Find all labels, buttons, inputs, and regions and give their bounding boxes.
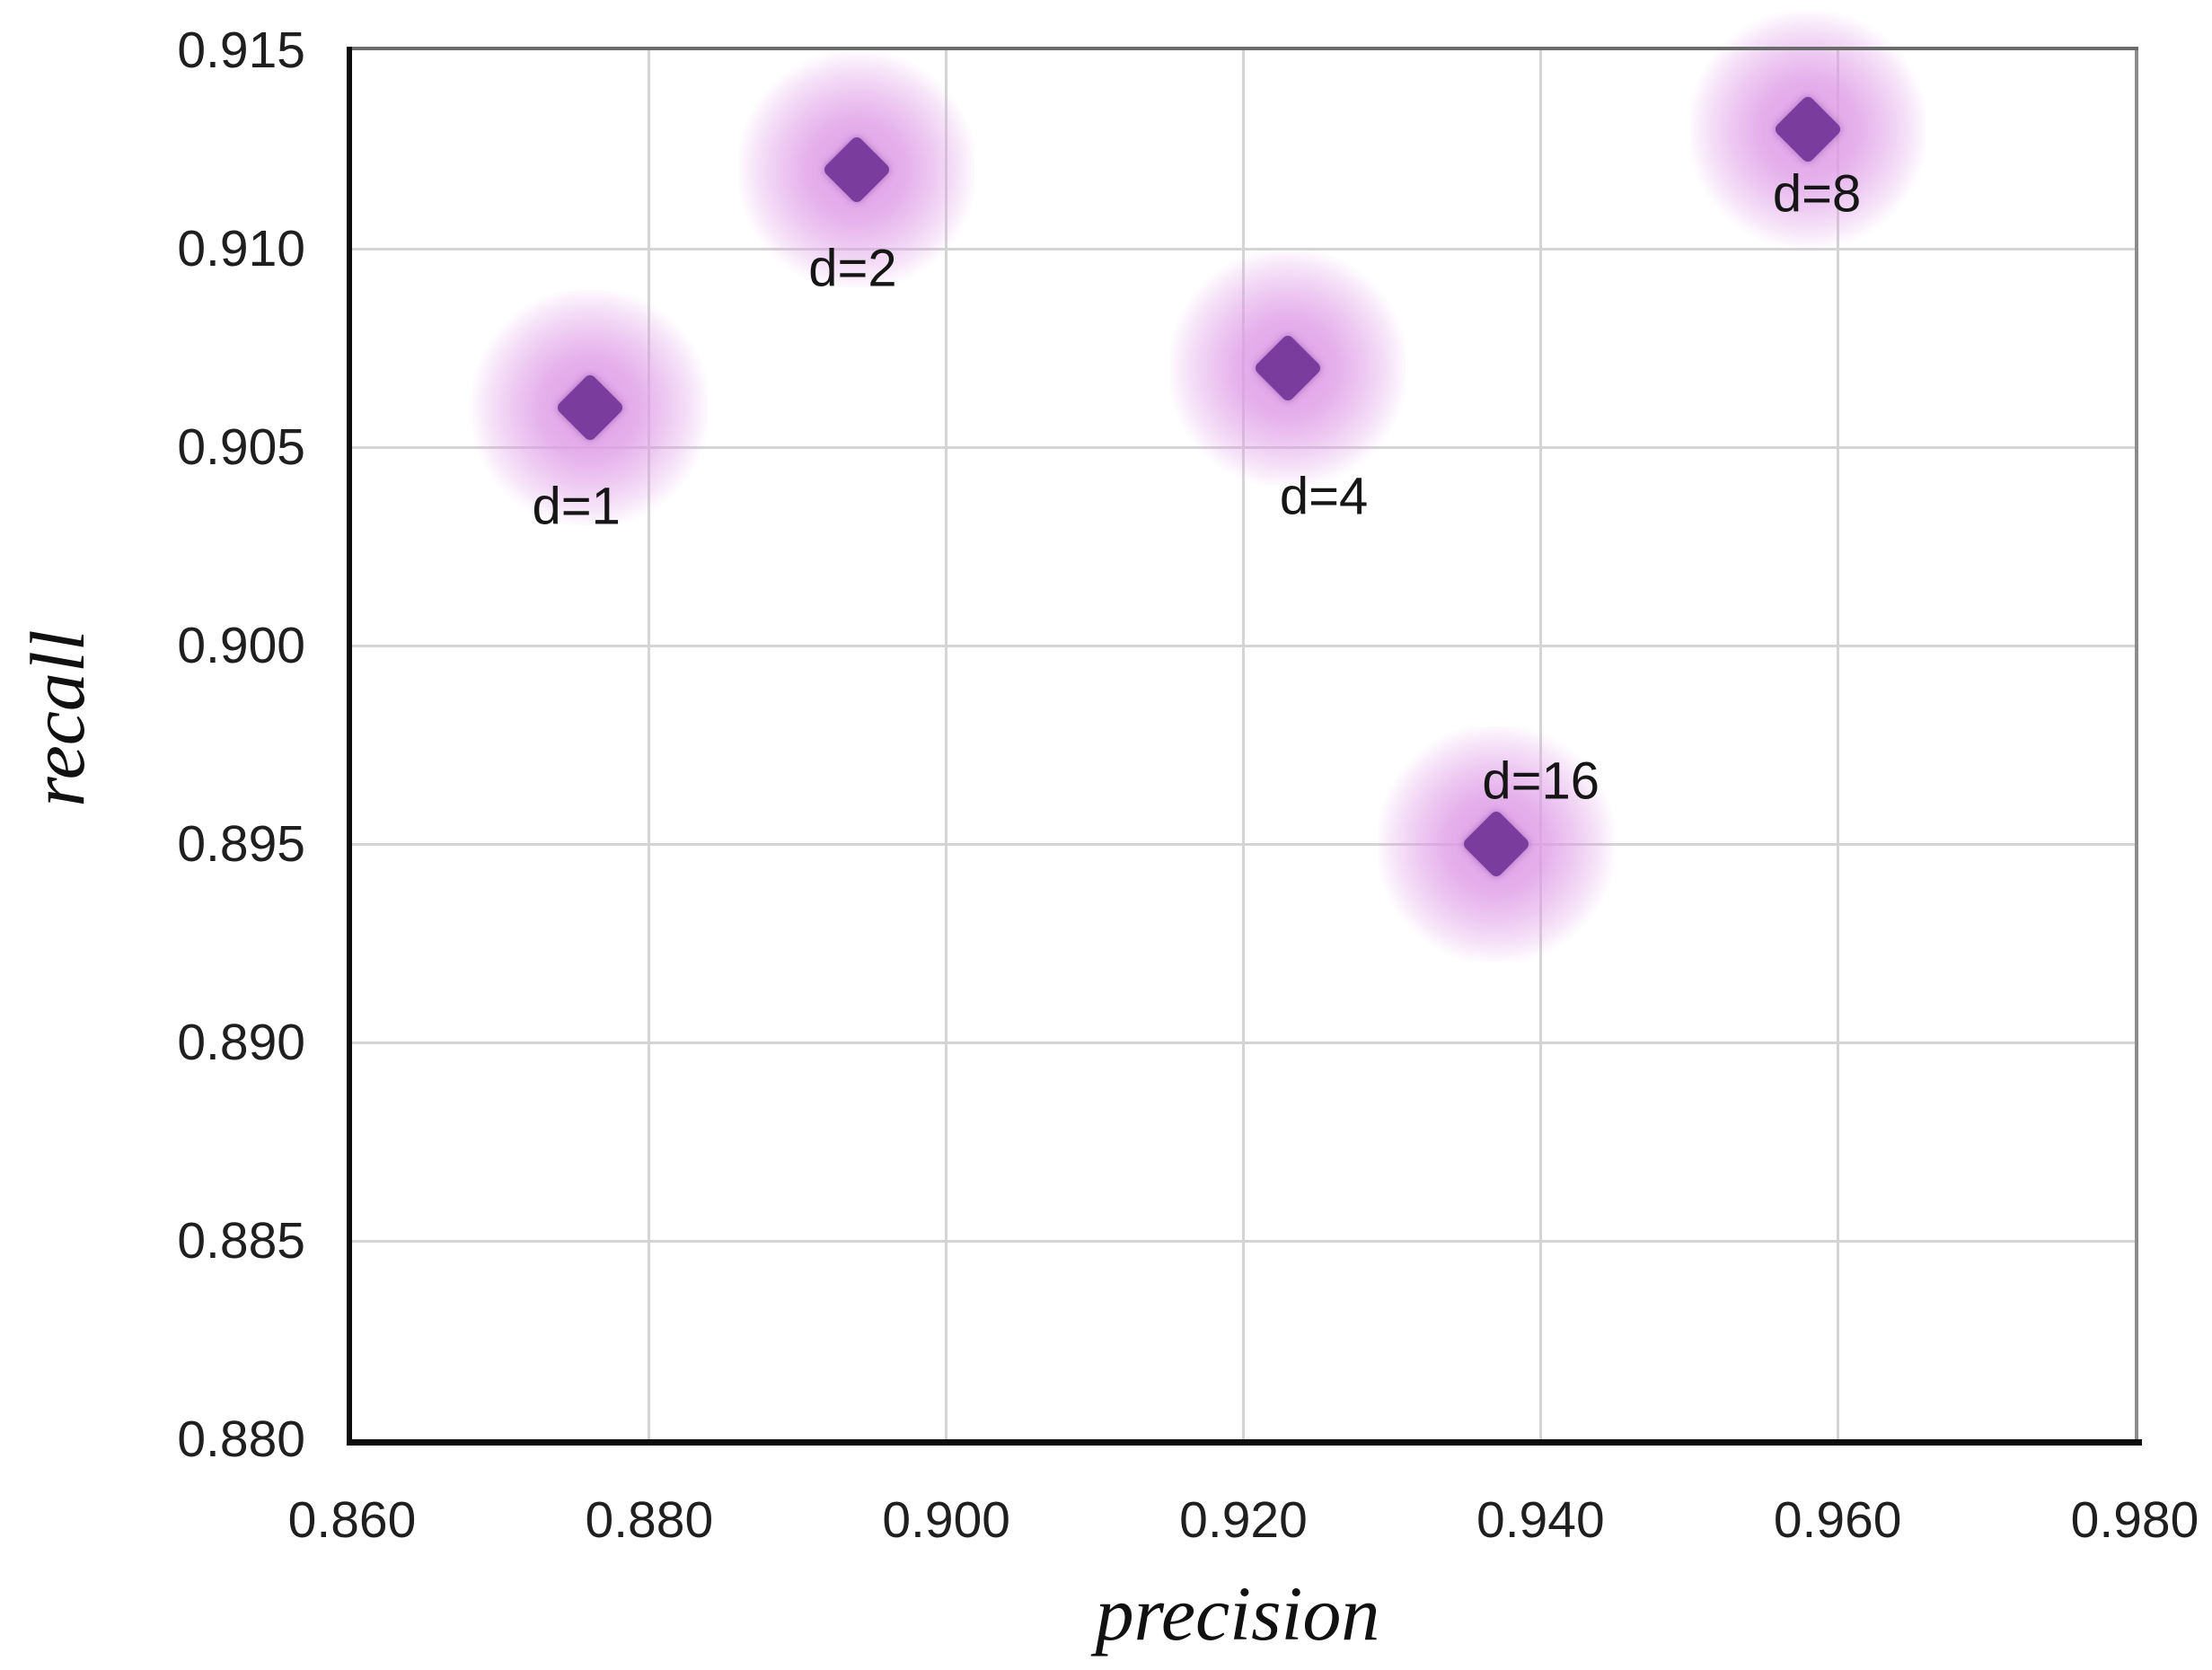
point-label-d16: d=16 [1482,752,1600,811]
x-tick-label-0.880: 0.880 [585,1491,714,1549]
x-tick-label-0.980: 0.980 [2070,1491,2199,1549]
x-tick-label-0.900: 0.900 [882,1491,1010,1549]
point-label-d1: d=1 [532,477,621,536]
diamond-marker-d16 [1460,809,1531,879]
y-tick-label-0.885: 0.885 [177,1212,305,1270]
y-tick-label-0.880: 0.880 [177,1411,305,1468]
gridline-horizontal-0.910 [352,247,2135,250]
gridline-vertical-0.960 [1836,50,1839,1439]
gridline-vertical-0.920 [1242,50,1245,1439]
y-tick-label-0.910: 0.910 [177,220,305,277]
y-tick-label-0.895: 0.895 [177,815,305,873]
gridline-horizontal-0.895 [352,842,2135,846]
gridline-vertical-0.880 [648,50,651,1439]
diamond-marker-d2 [822,134,893,205]
y-tick-label-0.900: 0.900 [177,617,305,674]
point-label-d8: d=8 [1772,164,1862,224]
gridline-vertical-0.940 [1538,50,1542,1439]
gridline-vertical-0.900 [945,50,948,1439]
x-tick-label-0.960: 0.960 [1773,1491,1902,1549]
x-tick-label-0.920: 0.920 [1179,1491,1308,1549]
x-axis-line [347,1439,2142,1446]
gridline-horizontal-0.890 [352,1041,2135,1044]
point-label-d2: d=2 [808,239,897,298]
plot-border-top [352,47,2138,50]
gridline-horizontal-0.885 [352,1239,2135,1243]
y-tick-label-0.890: 0.890 [177,1014,305,1071]
diamond-marker-d4 [1253,332,1324,403]
gridline-horizontal-0.900 [352,644,2135,647]
y-axis-line [347,47,352,1446]
x-tick-label-0.860: 0.860 [287,1491,417,1549]
point-label-d4: d=4 [1279,467,1369,526]
y-tick-label-0.905: 0.905 [177,418,305,476]
y-axis-title: recall [14,629,101,807]
y-tick-label-0.915: 0.915 [177,22,305,79]
x-tick-label-0.940: 0.940 [1476,1491,1605,1549]
plot-border-right [2135,50,2138,1439]
diamond-marker-d1 [554,372,625,443]
gridline-horizontal-0.905 [352,445,2135,449]
x-axis-title: precision [1095,1570,1380,1657]
diamond-marker-d8 [1773,94,1843,165]
